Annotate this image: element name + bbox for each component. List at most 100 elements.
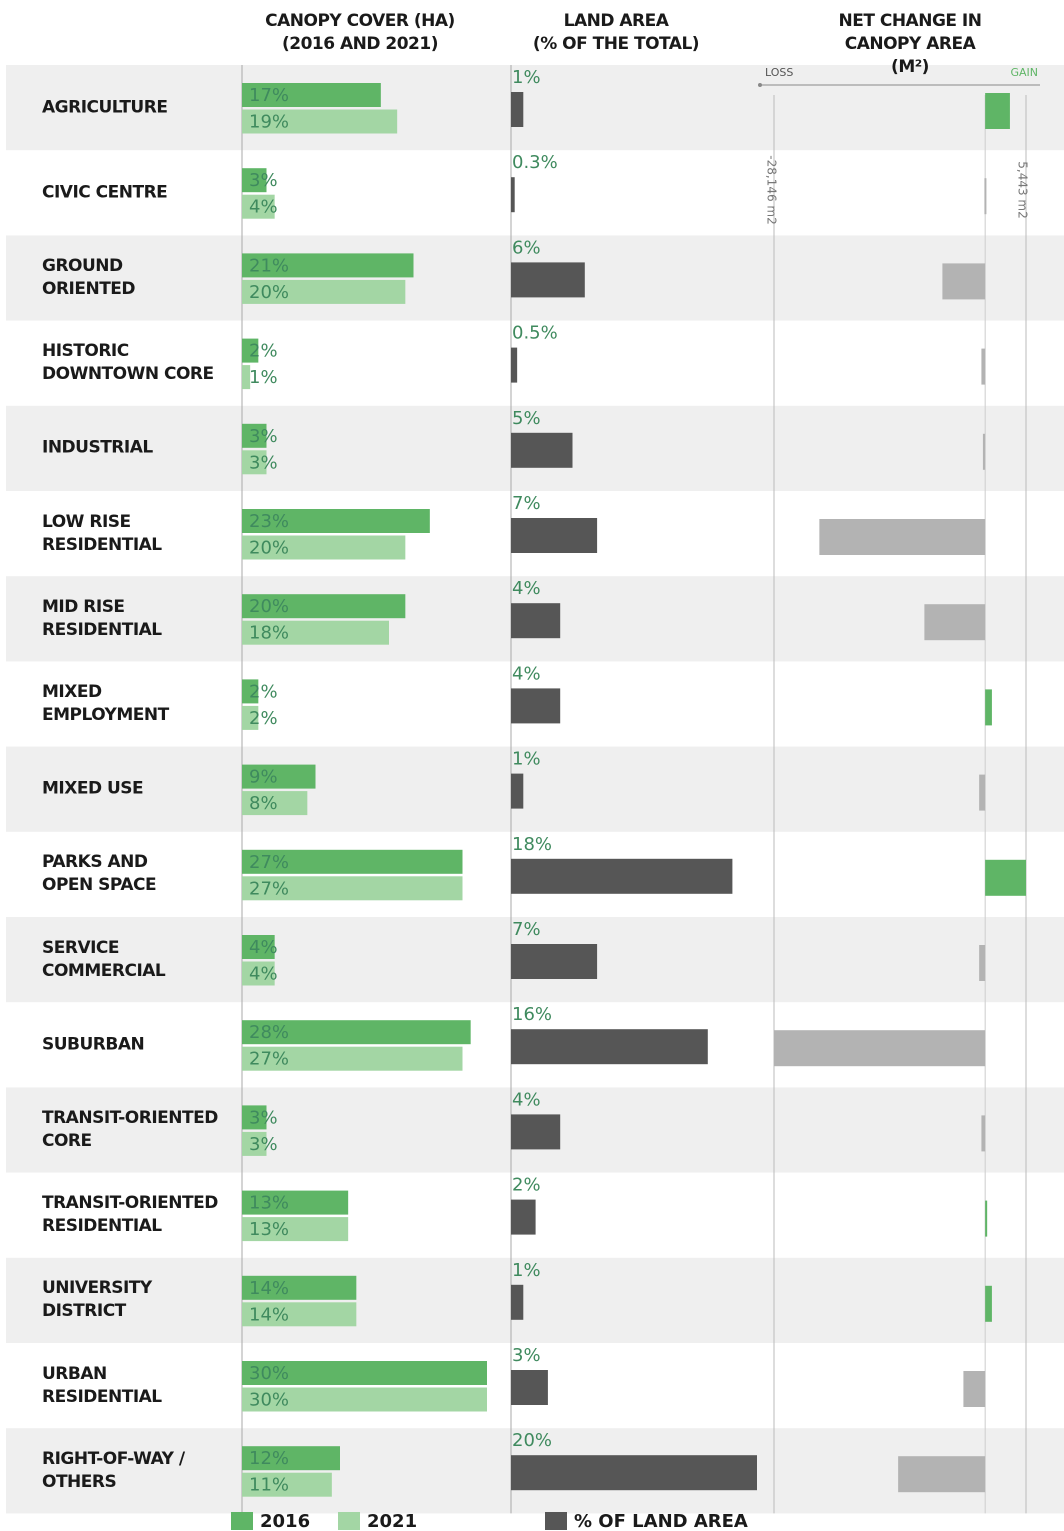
legend-label: 2021 [367,1511,417,1531]
land-value-label: 7% [512,919,541,940]
land-value-label: 20% [512,1430,552,1451]
category-label: MID RISE RESIDENTIAL [42,596,162,640]
land-value-label: 7% [512,493,541,514]
canopy-bar [242,253,414,278]
category-label: PARKS AND OPEN SPACE [42,852,157,896]
net-change-bar [985,1285,992,1322]
land-value-label: 4% [512,1089,541,1110]
net-change-bar [979,945,986,981]
land-value-label: 1% [512,749,541,770]
canopy-bar [242,1046,463,1071]
canopy-bar [242,1472,332,1497]
land-bar [511,1199,536,1235]
canopy-value-label: 17% [249,85,289,106]
canopy-bar [242,1361,487,1385]
category-label: SERVICE COMMERCIAL [42,937,166,981]
net-change-bar [963,1371,986,1407]
canopy-value-label: 2% [249,341,278,362]
land-value-label: 1% [512,67,541,88]
canopy-bar [242,535,406,560]
canopy-value-label: 3% [249,170,278,191]
land-value-label: 4% [512,663,541,684]
canopy-bar [242,423,267,448]
net-change-bar [942,263,986,300]
canopy-value-label: 20% [249,596,289,617]
net-change-bar [985,1200,988,1237]
land-bar [511,92,524,127]
canopy-value-label: 8% [249,793,278,814]
canopy-value-label: 13% [249,1219,289,1240]
land-value-label: 1% [512,1260,541,1281]
canopy-bar [242,338,259,363]
land-bar [511,944,598,979]
canopy-value-label: 9% [249,767,278,788]
land-bar [511,262,585,298]
loss-label: LOSS [765,66,793,79]
canopy-value-label: 4% [249,197,278,218]
canopy-bar [242,1190,349,1215]
category-label: RIGHT-OF-WAY / OTHERS [42,1448,185,1492]
canopy-bar [242,509,430,533]
land-bar [511,1370,548,1405]
canopy-bar [242,1020,471,1045]
canopy-bar [242,109,398,134]
canopy-value-label: 2% [249,681,278,702]
net-change-bar [985,689,992,726]
net-change-bar [985,859,1026,896]
category-label: INDUSTRIAL [42,437,153,458]
canopy-value-label: 4% [249,964,278,985]
canopy-value-label: 27% [249,1049,289,1070]
canopy-bar [242,365,251,390]
land-bar [511,518,598,553]
canopy-value-label: 3% [249,452,278,473]
canopy-value-label: 27% [249,852,289,873]
canopy-value-label: 18% [249,623,289,644]
canopy-value-label: 11% [249,1475,289,1496]
canopy-value-label: 14% [249,1278,289,1299]
land-value-label: 6% [512,237,541,258]
category-label: MIXED EMPLOYMENT [42,682,169,725]
x-tick-label: -28,146 m2 [765,155,779,224]
canopy-value-label: 3% [249,1134,278,1155]
land-value-label: 0.3% [512,152,558,173]
canopy-value-label: 14% [249,1304,289,1325]
canopy-value-label: 20% [249,538,289,559]
land-value-label: 16% [512,1004,552,1025]
land-value-label: 4% [512,578,541,599]
net-change-header: NET CHANGE IN CANOPY AREA (M²) [838,11,982,77]
canopy-value-label: 30% [249,1390,289,1411]
land-bar [511,1284,524,1320]
category-label: SUBURBAN [42,1034,145,1055]
land-value-label: 18% [512,834,552,855]
canopy-value-label: 28% [249,1022,289,1043]
net-change-bar [985,93,1010,129]
land-bar [511,1455,757,1491]
canopy-header: CANOPY COVER (HA) (2016 AND 2021) [265,11,455,54]
land-value-label: 3% [512,1345,541,1366]
canopy-bar [242,620,389,645]
land-bar [511,688,561,724]
canopy-value-label: 3% [249,1107,278,1128]
category-label: AGRICULTURE [42,97,168,118]
category-label: TRANSIT-ORIENTED CORE [42,1108,218,1151]
canopy-bar [242,1217,349,1242]
canopy-value-label: 23% [249,511,289,532]
land-value-label: 0.5% [512,323,558,344]
land-bar [511,432,573,468]
row-band [6,65,1064,151]
land-bar [511,603,561,639]
canopy-bar [242,168,267,193]
canopy-bar [242,961,275,986]
category-label: MIXED USE [42,778,144,799]
canopy-bar [242,849,463,874]
net-change-bar [898,1456,986,1493]
canopy-value-label: 30% [249,1363,289,1384]
canopy-bar [242,705,259,730]
canopy-bar [242,1446,340,1471]
net-change-bar [819,519,986,555]
category-label: GROUND ORIENTED [42,256,136,299]
canopy-bar [242,450,267,475]
x-tick-label: 5,443 m2 [1016,161,1030,219]
canopy-value-label: 27% [249,878,289,899]
category-label: LOW RISE RESIDENTIAL [42,511,162,555]
